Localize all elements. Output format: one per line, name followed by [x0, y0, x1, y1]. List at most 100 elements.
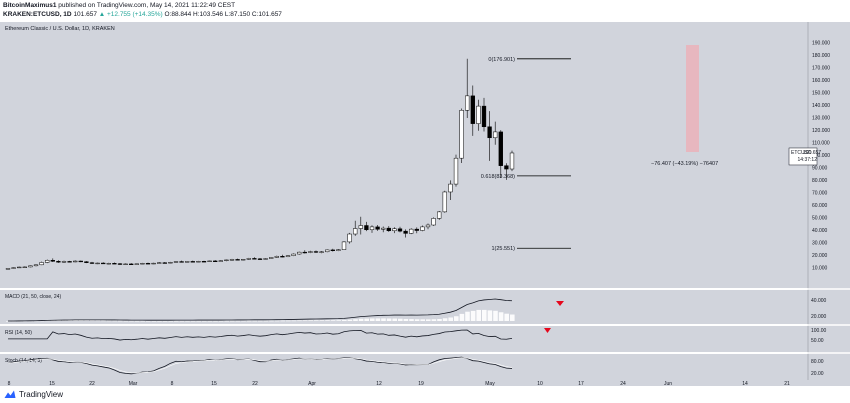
candle-down[interactable]	[89, 262, 95, 264]
candle-up[interactable]	[285, 255, 291, 257]
candle-up[interactable]	[341, 241, 347, 250]
candle-up[interactable]	[420, 226, 425, 231]
candle-up[interactable]	[39, 262, 44, 266]
candle-up[interactable]	[509, 152, 515, 170]
candle-up[interactable]	[459, 109, 464, 159]
candle-up[interactable]	[151, 262, 156, 265]
candle-up[interactable]	[11, 267, 16, 269]
candle-up[interactable]	[207, 260, 212, 262]
candle-up[interactable]	[308, 251, 313, 253]
candle-down[interactable]	[112, 263, 117, 265]
candle-down[interactable]	[375, 226, 380, 230]
candle-up[interactable]	[347, 233, 352, 243]
candle-up[interactable]	[140, 263, 145, 265]
candle-up[interactable]	[476, 105, 481, 124]
candle-up[interactable]	[45, 260, 50, 263]
candle-down[interactable]	[302, 251, 307, 254]
candle-up[interactable]	[336, 249, 341, 251]
candle-down[interactable]	[201, 261, 207, 263]
candle-up[interactable]	[291, 253, 296, 256]
candle-down[interactable]	[190, 261, 195, 263]
chart-area[interactable]: Ethereum Classic / U.S. Dollar, 1D, KRAK…	[0, 22, 850, 387]
candle-down[interactable]	[498, 131, 503, 166]
candle-up[interactable]	[33, 264, 39, 267]
candle-up[interactable]	[224, 259, 229, 261]
price-axis[interactable]	[808, 22, 850, 380]
candle-down[interactable]	[403, 230, 408, 234]
candle-up[interactable]	[493, 131, 498, 139]
candle-up[interactable]	[409, 228, 414, 234]
macd-pane[interactable]	[0, 290, 808, 324]
candle-up[interactable]	[5, 268, 11, 270]
candle-down[interactable]	[50, 260, 55, 262]
candle-up[interactable]	[95, 262, 100, 265]
candle-down[interactable]	[364, 225, 369, 231]
candle-up[interactable]	[134, 263, 139, 265]
candle-up[interactable]	[241, 259, 246, 261]
candle-down[interactable]	[67, 261, 72, 263]
candle-up[interactable]	[246, 258, 251, 260]
candle-up[interactable]	[442, 191, 447, 213]
time-axis[interactable]	[0, 380, 850, 386]
candle-up[interactable]	[325, 249, 330, 253]
candle-up[interactable]	[358, 225, 363, 229]
candle-up[interactable]	[123, 263, 128, 265]
candle-down[interactable]	[117, 263, 123, 265]
candle-up[interactable]	[106, 263, 111, 265]
candle-up[interactable]	[61, 261, 67, 263]
candle-down[interactable]	[504, 165, 509, 170]
candle-up[interactable]	[28, 265, 33, 268]
candle-down[interactable]	[235, 259, 240, 261]
candle-up[interactable]	[157, 262, 162, 264]
candle-up[interactable]	[196, 261, 201, 263]
candle-down[interactable]	[162, 262, 167, 264]
candle-down[interactable]	[145, 263, 151, 265]
candle-down[interactable]	[414, 228, 419, 231]
measure-box[interactable]	[686, 45, 699, 152]
candle-down[interactable]	[101, 262, 106, 265]
chart-svg[interactable]: Ethereum Classic / U.S. Dollar, 1D, KRAK…	[0, 22, 850, 387]
candle-down[interactable]	[56, 261, 61, 263]
candle-up[interactable]	[173, 261, 179, 263]
candle-up[interactable]	[168, 262, 173, 264]
candle-up[interactable]	[185, 261, 190, 263]
candle-up[interactable]	[17, 266, 22, 269]
candle-down[interactable]	[397, 228, 403, 232]
candle-down[interactable]	[213, 260, 218, 262]
candle-up[interactable]	[319, 251, 324, 253]
candle-up[interactable]	[437, 211, 442, 219]
candle-up[interactable]	[465, 95, 470, 111]
candle-up[interactable]	[297, 251, 302, 255]
candle-down[interactable]	[481, 105, 487, 128]
candle-up[interactable]	[73, 260, 78, 263]
candle-up[interactable]	[425, 224, 431, 228]
candle-down[interactable]	[313, 251, 319, 253]
candle-up[interactable]	[431, 218, 436, 226]
candle-down[interactable]	[487, 126, 492, 139]
candle-down[interactable]	[84, 261, 89, 263]
rsi-pane[interactable]	[0, 326, 808, 352]
main-pane[interactable]	[0, 22, 808, 288]
candle-up[interactable]	[229, 259, 235, 261]
candle-up[interactable]	[274, 256, 279, 258]
author-name[interactable]: BitcoinMaximus1	[3, 2, 57, 9]
candle-up[interactable]	[453, 157, 459, 185]
candle-down[interactable]	[78, 260, 83, 263]
candle-up[interactable]	[381, 227, 386, 230]
candle-up[interactable]	[353, 228, 358, 235]
candle-up[interactable]	[269, 257, 274, 259]
candle-up[interactable]	[263, 258, 268, 260]
tradingview-brand[interactable]: TradingView	[4, 389, 63, 399]
candle-down[interactable]	[252, 258, 257, 260]
candle-down[interactable]	[280, 256, 285, 258]
candle-up[interactable]	[22, 266, 27, 268]
stoch-pane[interactable]	[0, 354, 808, 380]
candle-down[interactable]	[129, 263, 134, 265]
candle-down[interactable]	[257, 258, 263, 260]
candle-up[interactable]	[369, 226, 375, 231]
candle-up[interactable]	[448, 183, 453, 193]
candle-down[interactable]	[386, 227, 391, 232]
candle-down[interactable]	[470, 95, 475, 124]
candle-down[interactable]	[179, 261, 184, 263]
candle-up[interactable]	[218, 260, 223, 262]
